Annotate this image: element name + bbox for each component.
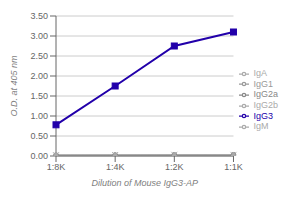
svg-text:3.00: 3.00	[30, 31, 48, 41]
svg-text:Dilution of Mouse IgG3-AP: Dilution of Mouse IgG3-AP	[91, 178, 198, 188]
svg-text:0.50: 0.50	[30, 131, 48, 141]
html-text:IgG1: IgG1	[253, 78, 273, 89]
html-text:IgG2a: IgG2a	[253, 89, 278, 100]
svg-text:2.50: 2.50	[30, 51, 48, 61]
svg-text:O.D. at 405 nm: O.D. at 405 nm	[9, 55, 19, 117]
html-text:IgG3: IgG3	[253, 110, 273, 121]
svg-text:1:8K: 1:8K	[47, 162, 66, 172]
svg-text:2.00: 2.00	[30, 71, 48, 81]
html-text:IgA: IgA	[253, 68, 267, 79]
html-text:IgM: IgM	[253, 121, 269, 132]
svg-text:1:4K: 1:4K	[106, 162, 125, 172]
svg-text:1.00: 1.00	[30, 111, 48, 121]
svg-text:0.00: 0.00	[30, 151, 48, 161]
svg-text:1:2K: 1:2K	[165, 162, 184, 172]
svg-text:1:1K: 1:1K	[224, 162, 243, 172]
svg-text:3.50: 3.50	[30, 11, 48, 21]
html-text:IgG2b: IgG2b	[253, 100, 278, 110]
svg-text:1.50: 1.50	[30, 91, 48, 101]
